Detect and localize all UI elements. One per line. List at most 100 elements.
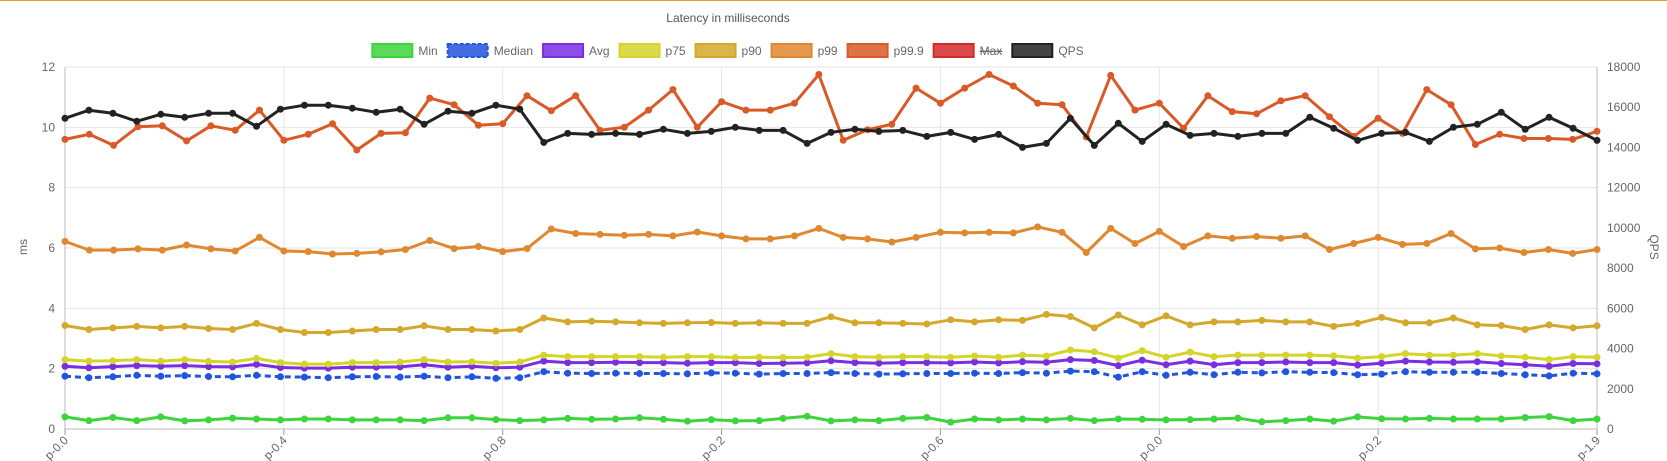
axes: 0 2 4 6 8 10 12 0 2000 4000 6000 8000 10000 12000 1400… xyxy=(35,60,1641,461)
data-point xyxy=(875,319,883,327)
data-point xyxy=(1471,141,1479,148)
data-point xyxy=(827,369,835,377)
data-point xyxy=(1210,318,1218,326)
data-point xyxy=(420,372,428,380)
data-point xyxy=(596,230,604,238)
data-point xyxy=(707,319,715,326)
data-point xyxy=(683,370,691,378)
data-point xyxy=(61,372,69,380)
legend-swatch xyxy=(846,43,889,58)
data-point xyxy=(779,359,787,367)
data-point xyxy=(815,71,823,78)
data-point xyxy=(1402,415,1409,423)
data-point xyxy=(492,416,500,424)
data-point xyxy=(348,327,356,335)
data-point xyxy=(1162,312,1170,320)
data-point xyxy=(985,228,993,236)
data-point xyxy=(157,110,165,118)
data-point xyxy=(612,415,620,423)
data-point xyxy=(1496,244,1504,252)
data-point xyxy=(1593,322,1601,330)
legend-item-avg[interactable]: Avg xyxy=(542,43,610,58)
data-point xyxy=(1138,321,1146,329)
legend-label: p75 xyxy=(666,44,686,58)
data-point xyxy=(1234,414,1242,422)
data-point xyxy=(803,353,811,361)
data-point xyxy=(1282,351,1290,359)
data-point xyxy=(731,359,739,367)
data-point xyxy=(1449,358,1457,366)
y-left-tick-label: 10 xyxy=(42,120,56,134)
data-point xyxy=(372,108,380,116)
data-point xyxy=(1019,143,1026,151)
data-point xyxy=(516,326,524,333)
data-point xyxy=(1155,99,1163,107)
data-point xyxy=(851,359,859,367)
data-point xyxy=(659,370,667,377)
data-point xyxy=(1162,371,1170,379)
legend-item-min[interactable]: Min xyxy=(371,43,438,58)
data-point xyxy=(1306,113,1314,121)
plot-area xyxy=(61,71,1601,426)
data-point xyxy=(1423,86,1431,94)
data-point xyxy=(1228,108,1236,116)
legend-item-p99-9[interactable]: p99.9 xyxy=(846,43,924,58)
data-point xyxy=(300,101,308,109)
data-point xyxy=(1330,369,1338,377)
data-point xyxy=(1378,359,1386,367)
data-point xyxy=(1138,137,1146,145)
y-left-tick-label: 12 xyxy=(42,60,56,74)
data-point xyxy=(899,370,907,378)
legend-item-median[interactable]: Median xyxy=(446,43,533,58)
data-point xyxy=(947,353,955,361)
data-point xyxy=(923,370,931,377)
data-point xyxy=(875,417,883,425)
data-point xyxy=(731,369,739,377)
data-point xyxy=(707,369,715,377)
data-point xyxy=(1131,106,1139,114)
data-point xyxy=(923,414,931,421)
data-point xyxy=(1114,373,1122,381)
legend-item-p99[interactable]: p99 xyxy=(770,43,838,58)
data-point xyxy=(1473,415,1481,423)
data-point xyxy=(207,245,215,253)
data-point xyxy=(1354,319,1362,327)
series-line xyxy=(64,225,1598,256)
legend-swatch xyxy=(446,43,489,58)
data-point xyxy=(707,359,715,367)
chart-title: Latency in milliseconds xyxy=(666,11,789,25)
data-point xyxy=(1473,350,1481,358)
legend-item-p75[interactable]: p75 xyxy=(618,43,686,58)
data-point xyxy=(1354,371,1362,379)
data-point xyxy=(134,123,142,131)
legend-item-qps[interactable]: QPS xyxy=(1011,43,1084,58)
y-axis-left-title: ms xyxy=(16,239,30,255)
data-point xyxy=(839,233,847,241)
legend-item-max[interactable]: Max xyxy=(932,43,1003,58)
data-point xyxy=(229,363,237,371)
data-point xyxy=(1330,417,1338,425)
data-point xyxy=(61,413,69,421)
data-point xyxy=(276,364,284,371)
legend-label: Median xyxy=(494,44,533,58)
legend[interactable]: Min Median Avg p75 p90 p99 p99.9 Max QPS xyxy=(371,43,1084,58)
legend-item-p90[interactable]: p90 xyxy=(694,43,762,58)
data-point xyxy=(936,99,944,107)
data-point xyxy=(1521,371,1529,379)
data-point xyxy=(947,316,955,324)
data-point xyxy=(372,373,380,380)
data-point xyxy=(1066,114,1074,122)
data-point xyxy=(1282,129,1290,137)
data-point xyxy=(1569,124,1577,132)
data-point xyxy=(1019,351,1026,359)
data-point xyxy=(588,370,596,377)
data-point xyxy=(181,113,189,121)
data-point xyxy=(1378,370,1386,378)
y-right-tick-label: 4000 xyxy=(1607,342,1634,356)
data-point xyxy=(304,248,312,256)
data-point xyxy=(1114,415,1122,423)
data-point xyxy=(851,125,859,133)
legend-label: p99 xyxy=(818,44,838,58)
data-point xyxy=(229,358,237,366)
data-point xyxy=(1131,240,1139,247)
